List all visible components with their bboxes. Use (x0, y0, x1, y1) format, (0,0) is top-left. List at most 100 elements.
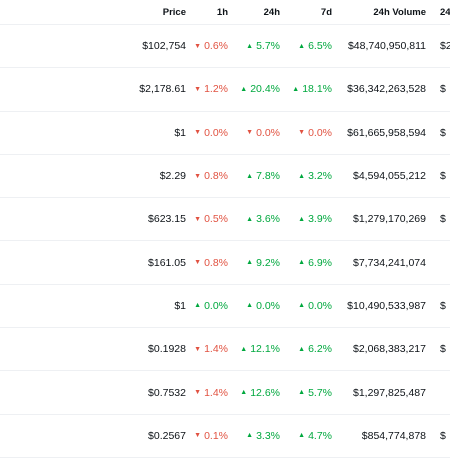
caret-up-icon: ▲ (246, 259, 254, 267)
change-24h-cell: ▲ 3.6% (246, 198, 280, 240)
column-header-24h[interactable]: 24h (263, 6, 280, 18)
change-1h-cell-value: 0.1% (204, 429, 228, 442)
caret-up-icon: ▲ (298, 302, 306, 310)
caret-up-icon: ▲ (246, 42, 254, 50)
change-1h-cell: ▼ 0.5% (194, 198, 228, 240)
change-24h-cell-value: 3.6% (256, 213, 280, 226)
change-1h-cell-value: 0.0% (204, 299, 228, 312)
cut-cell: $ (440, 299, 446, 312)
table-row[interactable]: $102,754 ▼ 0.6% ▲ 5.7% ▲ 6.5% $48,740,950,811 $2 (0, 25, 450, 69)
caret-down-icon: ▼ (194, 129, 202, 137)
change-7d-cell: ▲ 4.7% (298, 415, 332, 457)
volume-cell: $1,297,825,487 (353, 386, 426, 399)
change-1h-cell: ▲ 0.0% (194, 285, 228, 327)
caret-up-icon: ▲ (246, 302, 254, 310)
price-cell: $1 (174, 126, 186, 139)
caret-up-icon: ▲ (298, 345, 306, 353)
change-24h-cell: ▲ 0.0% (246, 285, 280, 327)
change-7d-cell: ▲ 0.0% (298, 285, 332, 327)
caret-up-icon: ▲ (298, 432, 306, 440)
price-cell: $161.05 (148, 256, 186, 269)
cut-cell: $ (440, 213, 446, 226)
change-1h-cell-value: 0.5% (204, 213, 228, 226)
caret-up-icon: ▲ (246, 172, 254, 180)
table-row[interactable]: $0.2567 ▼ 0.1% ▲ 3.3% ▲ 4.7% $854,774,878 $ (0, 415, 450, 458)
caret-up-icon: ▲ (298, 259, 306, 267)
caret-up-icon: ▲ (240, 345, 248, 353)
caret-up-icon: ▲ (240, 85, 248, 93)
change-1h-cell: ▼ 1.4% (194, 328, 228, 370)
change-24h-cell-value: 12.1% (250, 343, 280, 356)
cut-cell: $ (440, 83, 446, 96)
column-header-1h[interactable]: 1h (216, 6, 228, 18)
change-24h-cell-value: 5.7% (256, 40, 280, 53)
change-7d-cell: ▲ 18.1% (292, 68, 332, 110)
cut-cell: $ (440, 170, 446, 183)
caret-down-icon: ▼ (194, 345, 202, 353)
change-7d-cell-value: 5.7% (308, 386, 332, 399)
change-7d-cell: ▲ 5.7% (298, 371, 332, 413)
change-1h-cell: ▼ 0.8% (194, 155, 228, 197)
caret-up-icon: ▲ (298, 389, 306, 397)
change-1h-cell: ▼ 0.0% (194, 112, 228, 154)
change-7d-cell-value: 6.5% (308, 40, 332, 53)
column-header-volume[interactable]: 24h Volume (373, 6, 426, 18)
change-7d-cell: ▲ 3.9% (298, 198, 332, 240)
table-row[interactable]: $1 ▼ 0.0% ▼ 0.0% ▼ 0.0% $61,665,958,594 $ (0, 112, 450, 155)
price-cell: $623.15 (148, 213, 186, 226)
table-row[interactable]: $623.15 ▼ 0.5% ▲ 3.6% ▲ 3.9% $1,279,170,269 $ (0, 198, 450, 242)
caret-up-icon: ▲ (240, 389, 248, 397)
change-7d-cell-value: 0.0% (308, 299, 332, 312)
change-7d-cell: ▲ 6.5% (298, 25, 332, 67)
price-cell: $0.7532 (148, 386, 186, 399)
caret-down-icon: ▼ (194, 42, 202, 50)
caret-down-icon: ▼ (194, 389, 202, 397)
table-row[interactable]: $161.05 ▼ 0.8% ▲ 9.2% ▲ 6.9% $7,734,241,074 (0, 242, 450, 285)
caret-up-icon: ▲ (246, 215, 254, 223)
change-1h-cell: ▼ 1.2% (194, 68, 228, 110)
change-7d-cell-value: 3.2% (308, 170, 332, 183)
table-row[interactable]: $2,178.61 ▼ 1.2% ▲ 20.4% ▲ 18.1% $36,342,263,52… (0, 68, 450, 112)
change-1h-cell-value: 1.4% (204, 343, 228, 356)
caret-down-icon: ▼ (194, 432, 202, 440)
caret-down-icon: ▼ (194, 215, 202, 223)
table-row[interactable]: $2.29 ▼ 0.8% ▲ 7.8% ▲ 3.2% $4,594,055,212 $ (0, 155, 450, 199)
change-24h-cell-value: 12.6% (250, 386, 280, 399)
volume-cell: $61,665,958,594 (347, 126, 426, 139)
volume-cell: $854,774,878 (361, 429, 426, 442)
table-row[interactable]: $0.1928 ▼ 1.4% ▲ 12.1% ▲ 6.2% $2,068,383,217 $ (0, 328, 450, 372)
change-1h-cell-value: 0.0% (204, 126, 228, 139)
column-header-7d[interactable]: 7d (320, 6, 332, 18)
price-cell: $2,178.61 (139, 83, 186, 96)
column-header-price[interactable]: Price (162, 6, 186, 18)
change-24h-cell-value: 20.4% (250, 83, 280, 96)
volume-cell: $36,342,263,528 (347, 83, 426, 96)
change-1h-cell-value: 0.8% (204, 170, 228, 183)
change-24h-cell-value: 0.0% (256, 299, 280, 312)
column-header-cut[interactable]: 24 (440, 6, 450, 18)
table-row[interactable]: $0.7532 ▼ 1.4% ▲ 12.6% ▲ 5.7% $1,297,825,487 (0, 371, 450, 415)
caret-up-icon: ▲ (298, 215, 306, 223)
caret-up-icon: ▲ (292, 85, 300, 93)
cut-cell: $ (440, 343, 446, 356)
change-7d-cell-value: 18.1% (302, 83, 332, 96)
change-7d-cell-value: 3.9% (308, 213, 332, 226)
change-1h-cell: ▼ 1.4% (194, 371, 228, 413)
change-7d-cell-value: 6.9% (308, 256, 332, 269)
change-7d-cell: ▲ 3.2% (298, 155, 332, 197)
price-cell: $0.1928 (148, 343, 186, 356)
table-header: Price 1h 24h 7d 24h Volume 24 (0, 0, 450, 25)
price-cell: $1 (174, 299, 186, 312)
change-1h-cell-value: 0.8% (204, 256, 228, 269)
change-24h-cell: ▼ 0.0% (246, 112, 280, 154)
price-cell: $2.29 (159, 170, 186, 183)
change-7d-cell-value: 0.0% (308, 126, 332, 139)
caret-up-icon: ▲ (298, 172, 306, 180)
table-row[interactable]: $1 ▲ 0.0% ▲ 0.0% ▲ 0.0% $10,490,533,987 $ (0, 285, 450, 329)
change-1h-cell-value: 0.6% (204, 40, 228, 53)
change-24h-cell-value: 0.0% (256, 126, 280, 139)
change-1h-cell: ▼ 0.6% (194, 25, 228, 67)
caret-up-icon: ▲ (246, 432, 254, 440)
change-24h-cell-value: 7.8% (256, 170, 280, 183)
change-7d-cell: ▲ 6.2% (298, 328, 332, 370)
